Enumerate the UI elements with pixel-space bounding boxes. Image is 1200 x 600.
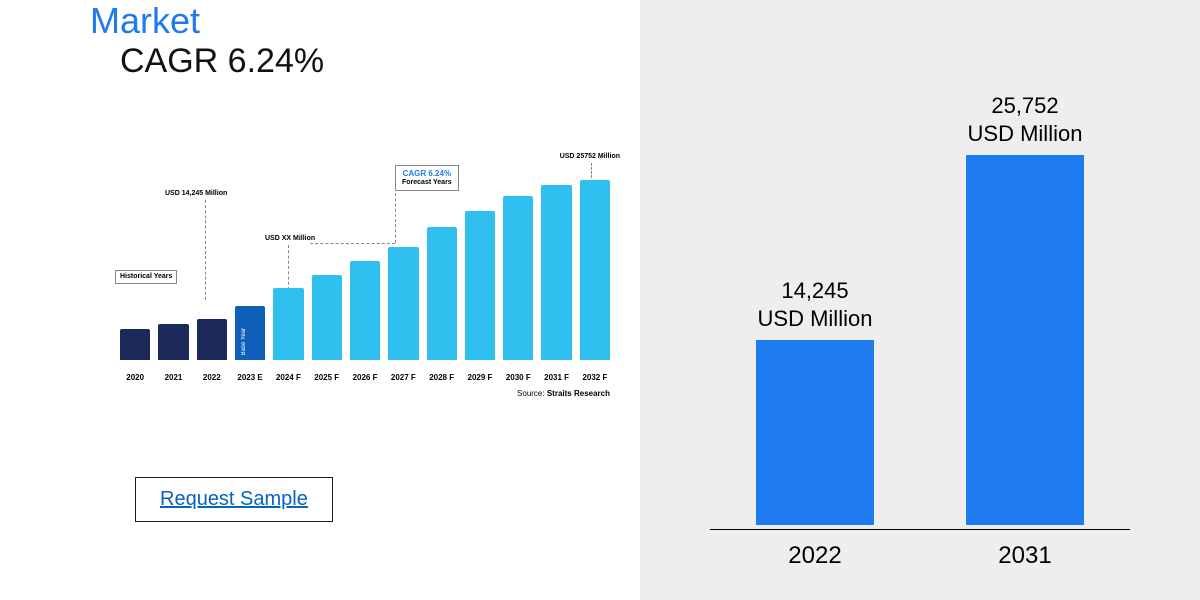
- mini-bar-label: 2030 F: [503, 373, 533, 382]
- cagr-subtitle: CAGR 6.24%: [120, 42, 610, 81]
- market-title: Market: [90, 0, 610, 42]
- mini-bar-label: 2020: [120, 373, 150, 382]
- mini-bar: [350, 261, 380, 360]
- mini-bar: [503, 196, 533, 360]
- big-bar-group: 25,752USD Million: [950, 92, 1100, 525]
- mini-labels-container: 2020 2021 2022 2023 E 2024 F 2025 F 2026 F 2027…: [120, 373, 610, 382]
- mini-bar-label: 2025 F: [312, 373, 342, 382]
- usd-2032-annotation: USD 25752 Million: [560, 153, 620, 161]
- mini-bar-label: 2027 F: [388, 373, 418, 382]
- mini-bar: [427, 227, 457, 360]
- big-labels-container: 2022 2031: [710, 529, 1130, 570]
- mini-bars-container: [120, 180, 610, 360]
- forecast-mini-chart: Historical Years USD 14,245 Million USD …: [120, 155, 610, 390]
- left-panel: Market CAGR 6.24% Historical Years USD 1…: [0, 0, 640, 600]
- mini-bar-label: 2029 F: [465, 373, 495, 382]
- base-year-label: Base Year: [241, 328, 247, 355]
- comparison-big-chart: 14,245USD Million25,752USD Million 20222…: [640, 30, 1200, 600]
- mini-bar: [197, 319, 227, 360]
- mini-bar-label: 2024 F: [273, 373, 303, 382]
- mini-bar: [158, 324, 188, 360]
- request-sample-button[interactable]: Request Sample: [135, 477, 333, 522]
- usd-2032-leader-line: [591, 163, 592, 178]
- mini-bar: [235, 306, 265, 360]
- mini-bar: [580, 180, 610, 360]
- mini-bar-label: 2021: [158, 373, 188, 382]
- mini-bar: [120, 329, 150, 360]
- big-bar-value: 25,752USD Million: [968, 92, 1083, 147]
- big-bars-container: 14,245USD Million 25,752USD Million: [710, 95, 1130, 525]
- mini-bar-label: 2032 F: [580, 373, 610, 382]
- mini-bar-label: 2022: [197, 373, 227, 382]
- mini-bar-label: 2026 F: [350, 373, 380, 382]
- source-label: Source:: [517, 389, 545, 398]
- big-bar-year-label: 2022: [740, 542, 890, 570]
- right-panel: 14,245USD Million25,752USD Million 20222…: [640, 0, 1200, 600]
- mini-bar-label: 2023 E: [235, 373, 265, 382]
- mini-bar: [541, 185, 571, 360]
- mini-bar: [465, 211, 495, 360]
- big-bar-value: 14,245USD Million: [758, 277, 873, 332]
- big-bar-group: 14,245USD Million: [740, 277, 890, 525]
- mini-bar-label: 2031 F: [541, 373, 571, 382]
- chart-source: Source: Straits Research: [517, 389, 610, 398]
- mini-bar: [388, 247, 418, 360]
- mini-bar: [273, 288, 303, 360]
- mini-bar-label: 2028 F: [427, 373, 457, 382]
- source-value: Straits Research: [547, 389, 610, 398]
- mini-bar: [312, 275, 342, 360]
- big-bar: [756, 340, 874, 525]
- cagr-box-line1: CAGR 6.24%: [402, 169, 452, 179]
- big-bar: [966, 155, 1084, 525]
- big-bar-year-label: 2031: [950, 542, 1100, 570]
